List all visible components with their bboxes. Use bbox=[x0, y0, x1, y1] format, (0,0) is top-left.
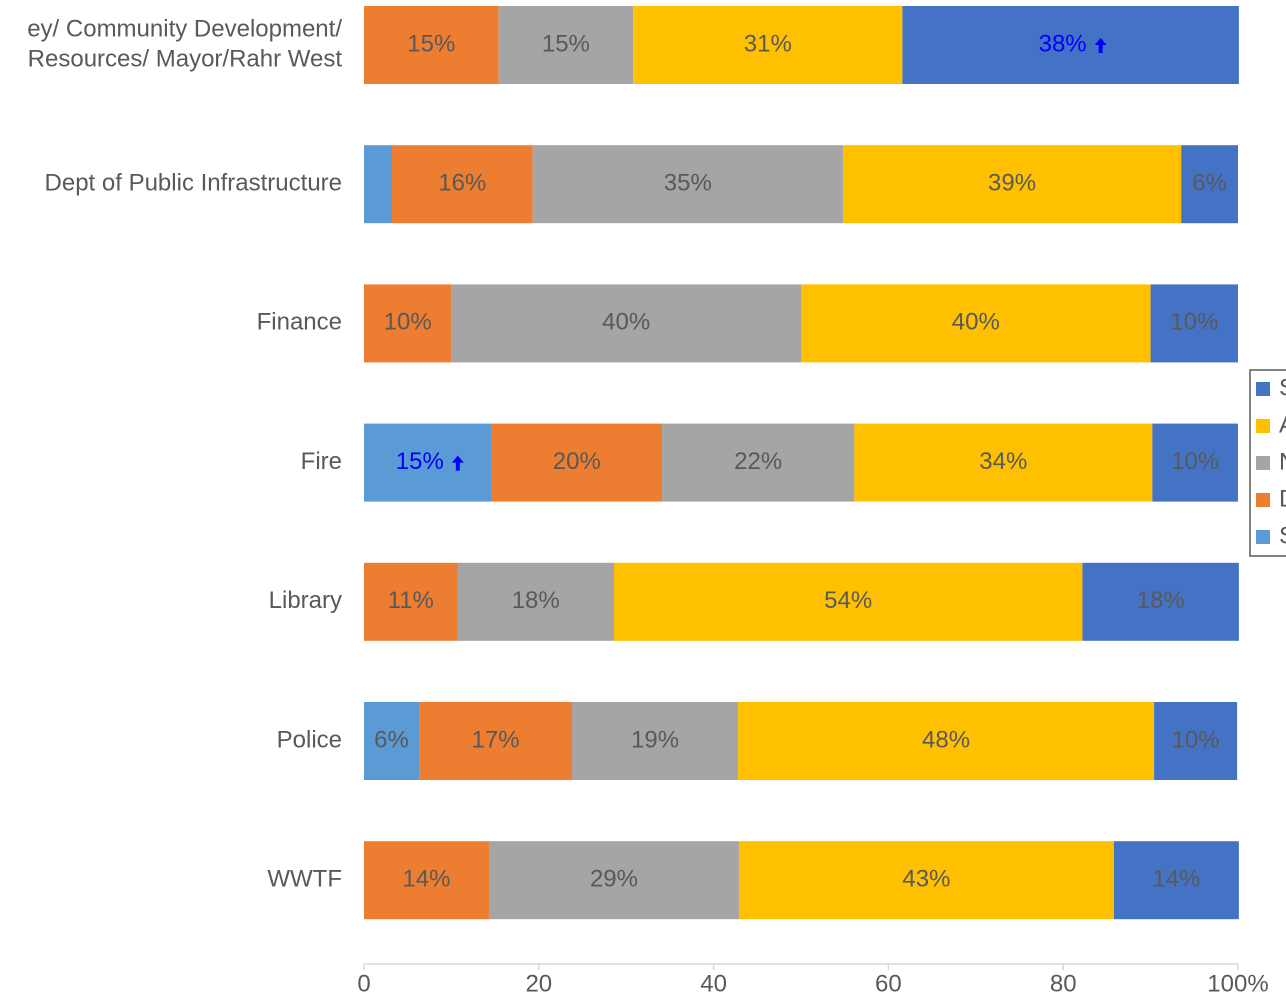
bar-segment bbox=[457, 562, 614, 641]
legend-label: Agree bbox=[1279, 411, 1286, 438]
y-tick-label: Fire bbox=[301, 448, 342, 475]
data-label: 18% bbox=[512, 587, 560, 614]
data-label: 15% bbox=[396, 448, 444, 475]
y-tick-label: Police bbox=[277, 726, 342, 753]
data-label: 40% bbox=[602, 309, 650, 336]
bar-segment bbox=[854, 423, 1153, 502]
data-label: 15% bbox=[407, 30, 455, 57]
data-label: 6% bbox=[1192, 170, 1227, 197]
bar-segment bbox=[633, 6, 903, 84]
up-arrow bbox=[1094, 38, 1107, 53]
data-label: 10% bbox=[384, 309, 432, 336]
legend-swatch bbox=[1256, 530, 1270, 544]
bar-segment bbox=[364, 562, 458, 641]
y-tick-label: Library bbox=[269, 587, 342, 614]
data-label: 31% bbox=[744, 30, 792, 57]
x-tick-label: 40 bbox=[700, 970, 727, 997]
data-label: 10% bbox=[1171, 448, 1219, 475]
bar-segment bbox=[613, 562, 1083, 641]
data-label: 14% bbox=[1152, 866, 1200, 893]
bar-segment bbox=[902, 6, 1239, 84]
bar-segment bbox=[364, 284, 452, 363]
data-label: 43% bbox=[902, 866, 950, 893]
data-label: 18% bbox=[1137, 587, 1185, 614]
data-label: 20% bbox=[553, 448, 601, 475]
bar-segment bbox=[1113, 841, 1239, 920]
bar-segment bbox=[451, 284, 801, 363]
bar-segment bbox=[391, 145, 533, 224]
data-label: 10% bbox=[1170, 309, 1218, 336]
data-label: 38% bbox=[1039, 30, 1087, 57]
y-tick-label: Resources/ Mayor/Rahr West bbox=[28, 45, 343, 72]
bar-segment bbox=[1082, 562, 1239, 641]
bar-segment bbox=[738, 841, 1114, 920]
data-label: 16% bbox=[438, 170, 486, 197]
x-tick-label: 60 bbox=[875, 970, 902, 997]
data-label: 35% bbox=[664, 170, 712, 197]
bar-segment bbox=[364, 423, 492, 502]
bar-segment bbox=[1181, 145, 1238, 224]
bar-segment bbox=[488, 841, 739, 920]
bar-segment bbox=[419, 702, 573, 780]
legend-swatch bbox=[1256, 493, 1270, 507]
data-label: 39% bbox=[988, 170, 1036, 197]
bar-segment bbox=[842, 145, 1182, 224]
x-tick-label: 100% bbox=[1207, 970, 1268, 997]
bar-segment bbox=[364, 6, 499, 84]
data-label: 17% bbox=[472, 726, 520, 753]
up-arrow bbox=[451, 455, 464, 471]
bar-segment bbox=[801, 284, 1151, 363]
data-label: 14% bbox=[402, 866, 450, 893]
bar-segment bbox=[572, 702, 739, 780]
bar-segment bbox=[364, 145, 392, 224]
bar-segment bbox=[532, 145, 843, 224]
y-tick-label: Finance bbox=[257, 309, 342, 336]
bar-segment bbox=[364, 702, 420, 780]
bar-segment bbox=[738, 702, 1155, 780]
x-tick-label: 0 bbox=[357, 970, 370, 997]
legend-swatch bbox=[1256, 456, 1270, 470]
legend-label: Strongly Disagree bbox=[1279, 522, 1286, 549]
legend-label: Disagree bbox=[1279, 485, 1286, 512]
bar-segment bbox=[662, 423, 855, 502]
bar-segment bbox=[1150, 284, 1238, 363]
y-tick-label: WWTF bbox=[267, 866, 342, 893]
data-label: 10% bbox=[1172, 726, 1220, 753]
y-tick-label: Dept of Public Infrastructure bbox=[45, 170, 342, 197]
data-label: 19% bbox=[631, 726, 679, 753]
data-label: 40% bbox=[952, 309, 1000, 336]
data-label: 6% bbox=[374, 726, 409, 753]
data-label: 29% bbox=[590, 866, 638, 893]
legend-label: Neutral bbox=[1279, 448, 1286, 475]
bar-segment bbox=[1152, 423, 1238, 502]
x-tick-label: 80 bbox=[1050, 970, 1077, 997]
bar-segment bbox=[1154, 702, 1238, 780]
bar-segment bbox=[364, 841, 489, 920]
bar-segment bbox=[491, 423, 663, 502]
legend-label: Strongly Agree bbox=[1279, 374, 1286, 401]
y-tick-label: ey/ Community Development/ bbox=[27, 15, 342, 42]
data-label: 48% bbox=[922, 726, 970, 753]
legend-swatch bbox=[1256, 382, 1270, 396]
data-label: 54% bbox=[824, 587, 872, 614]
data-label: 11% bbox=[388, 587, 434, 614]
data-label: 34% bbox=[979, 448, 1027, 475]
data-label: 22% bbox=[734, 448, 782, 475]
data-label: 15% bbox=[542, 30, 590, 57]
x-tick-label: 20 bbox=[525, 970, 552, 997]
legend-swatch bbox=[1256, 419, 1270, 433]
bar-segment bbox=[498, 6, 634, 84]
